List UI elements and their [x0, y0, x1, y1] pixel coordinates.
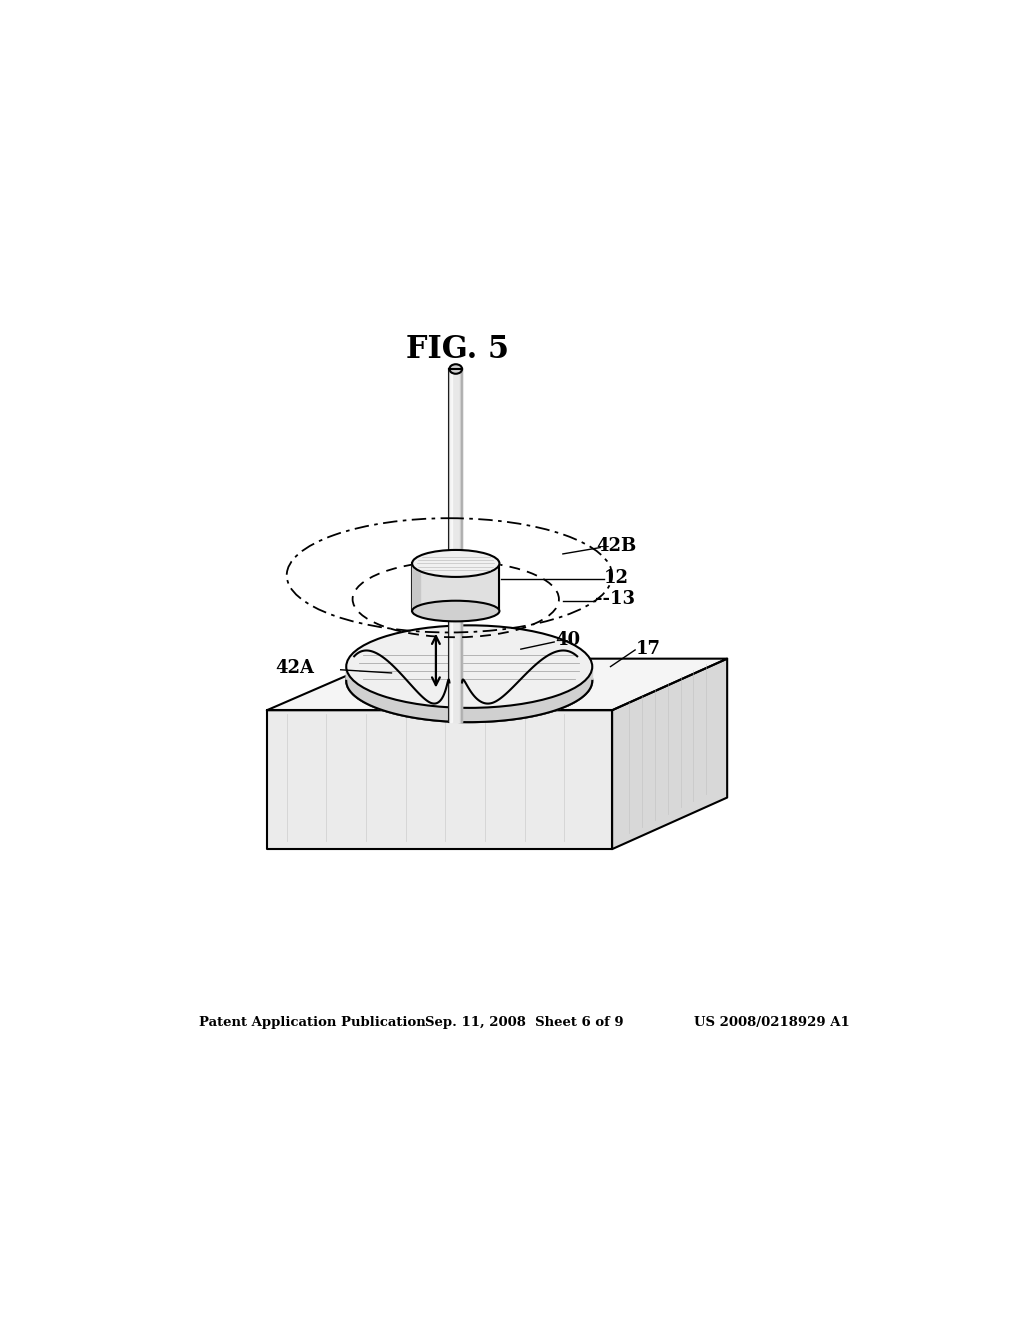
Text: Patent Application Publication: Patent Application Publication [200, 1015, 426, 1028]
Polygon shape [612, 659, 727, 849]
Ellipse shape [412, 601, 500, 622]
Polygon shape [267, 659, 727, 710]
Text: 17: 17 [636, 640, 660, 659]
Text: Sep. 11, 2008  Sheet 6 of 9: Sep. 11, 2008 Sheet 6 of 9 [426, 1015, 624, 1028]
Ellipse shape [450, 364, 462, 374]
Text: 42B: 42B [596, 537, 637, 554]
Polygon shape [412, 564, 420, 611]
Polygon shape [354, 651, 578, 704]
Text: 42A: 42A [275, 659, 314, 677]
Text: FIG. 5: FIG. 5 [406, 334, 509, 364]
Polygon shape [460, 370, 462, 722]
Ellipse shape [412, 550, 500, 577]
Text: US 2008/0218929 A1: US 2008/0218929 A1 [694, 1015, 850, 1028]
Ellipse shape [346, 640, 592, 722]
Text: --13: --13 [595, 590, 635, 609]
Polygon shape [267, 710, 612, 849]
Polygon shape [450, 370, 452, 722]
Ellipse shape [346, 626, 592, 708]
Polygon shape [346, 667, 592, 722]
Text: 12: 12 [604, 569, 629, 586]
Polygon shape [450, 370, 462, 722]
Polygon shape [412, 564, 500, 611]
Text: 40: 40 [555, 631, 580, 649]
